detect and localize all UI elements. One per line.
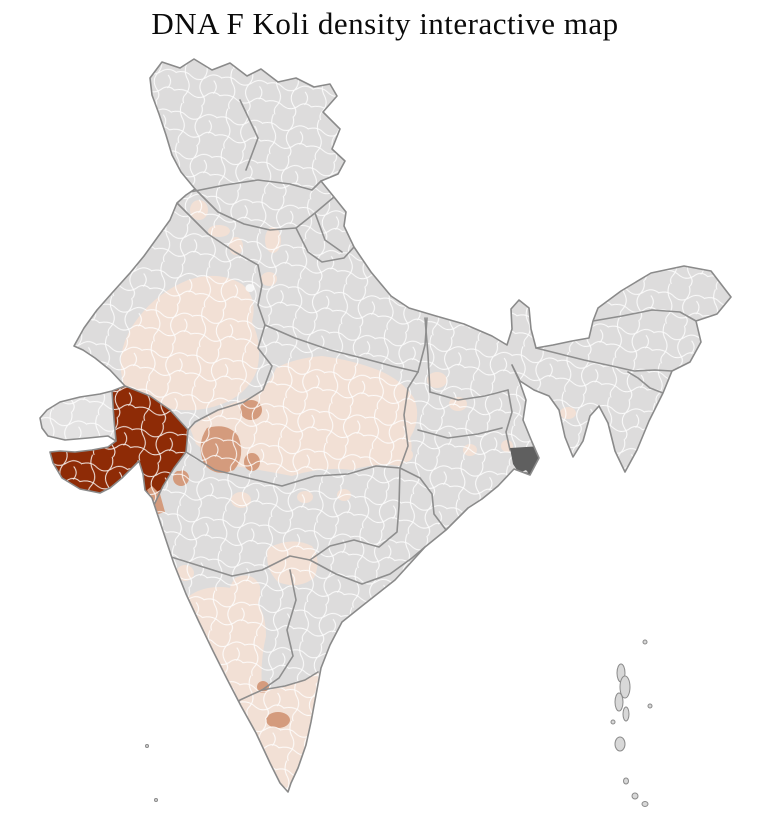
state-borders [111,99,697,783]
andaman-nicobar-islands[interactable] [610,639,653,807]
lakshadweep-islands[interactable] [145,744,158,802]
india-outline [39,58,732,793]
mumbai-mark [149,514,155,526]
sundarbans-delta [510,446,545,482]
map-title: DNA F Koli density interactive map [151,6,619,41]
diu-mark [62,491,70,495]
city-marks [62,491,155,526]
